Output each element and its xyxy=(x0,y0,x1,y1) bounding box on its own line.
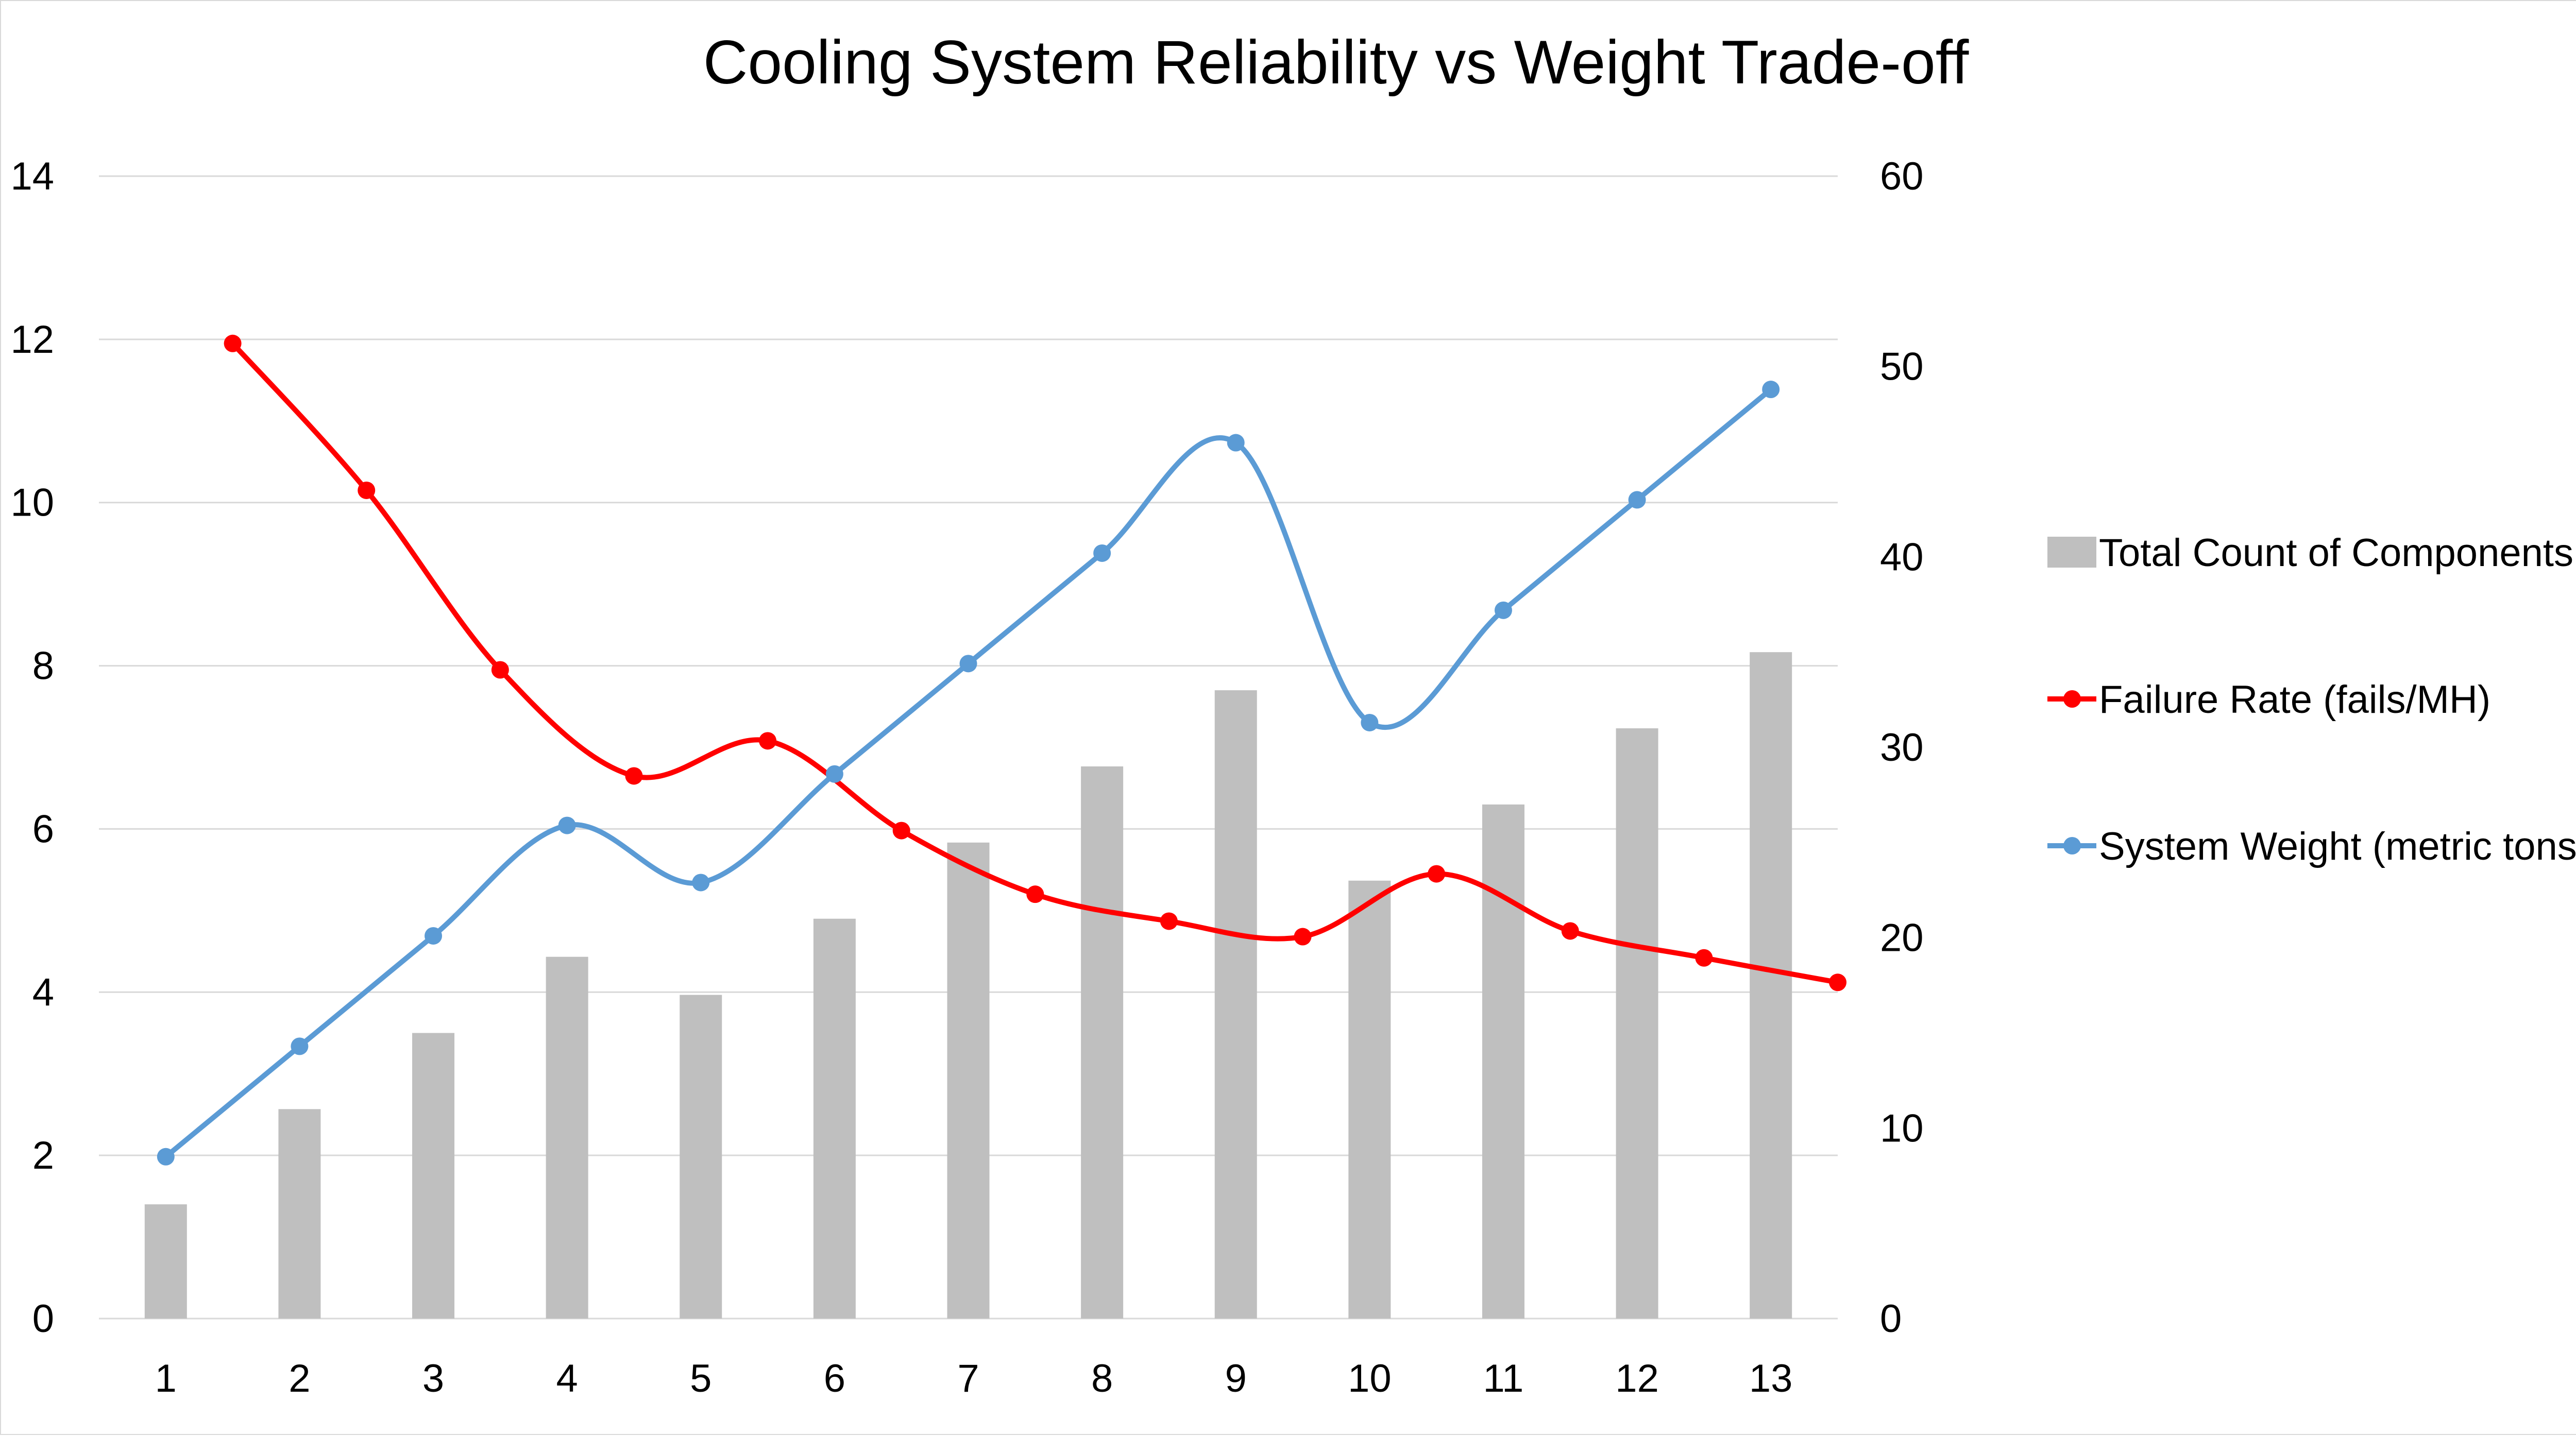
bar xyxy=(680,995,722,1319)
legend-swatch-marker xyxy=(2063,690,2081,708)
failure-rate-point xyxy=(1294,928,1312,946)
right-axis-tick-label: 40 xyxy=(1880,535,1924,579)
failure-rate-point xyxy=(491,661,509,679)
failure-rate-point xyxy=(625,767,643,785)
chart-title: Cooling System Reliability vs Weight Tra… xyxy=(703,28,1969,97)
system-weight-point xyxy=(157,1148,175,1166)
right-axis-tick-label: 10 xyxy=(1880,1106,1924,1150)
failure-rate-line xyxy=(230,341,1838,985)
left-axis-tick-label: 0 xyxy=(32,1297,54,1341)
right-axis-tick-label: 60 xyxy=(1880,155,1924,198)
bar xyxy=(546,956,588,1319)
x-axis-tick-label: 8 xyxy=(1091,1357,1113,1400)
x-axis-tick-label: 4 xyxy=(556,1357,578,1400)
left-axis-tick-label: 2 xyxy=(32,1134,54,1177)
system-weight-point xyxy=(1361,713,1379,731)
left-axis-tick-label: 12 xyxy=(10,318,54,362)
left-axis-tick-label: 14 xyxy=(10,155,54,198)
system-weight-point xyxy=(558,816,576,834)
bar xyxy=(1482,804,1524,1319)
bar xyxy=(1348,880,1391,1319)
failure-rate-point xyxy=(892,822,910,840)
right-axis-tick-label: 20 xyxy=(1880,916,1924,960)
system-weight-point xyxy=(291,1037,309,1055)
legend-label: Total Count of Components xyxy=(2099,531,2573,575)
x-axis-tick-label: 10 xyxy=(1348,1357,1392,1400)
x-axis-tick-label: 2 xyxy=(289,1357,310,1400)
system-weight-point xyxy=(425,927,443,945)
bar xyxy=(813,918,856,1319)
bar xyxy=(1750,652,1792,1319)
x-axis-tick-label: 9 xyxy=(1225,1357,1247,1400)
legend: Total Count of Components Failure Rate (f… xyxy=(2047,531,2576,868)
bar xyxy=(144,1204,187,1319)
system-weight-point xyxy=(1628,491,1646,509)
x-axis-tick-label: 3 xyxy=(422,1357,444,1400)
x-axis-tick-label: 12 xyxy=(1615,1357,1659,1400)
left-axis-tick-label: 6 xyxy=(32,807,54,851)
failure-rate-point xyxy=(1428,865,1446,883)
x-axis-tick-label: 6 xyxy=(824,1357,845,1400)
x-axis-tick-label: 1 xyxy=(155,1357,177,1400)
system-weight-point xyxy=(959,655,977,673)
legend-label: Failure Rate (fails/MH) xyxy=(2099,678,2490,722)
bar xyxy=(947,842,990,1319)
left-axis-tick-label: 4 xyxy=(32,970,54,1014)
legend-swatch-bar xyxy=(2047,537,2096,568)
bar xyxy=(278,1109,321,1319)
left-axis-tick-label: 10 xyxy=(10,481,54,525)
line-series xyxy=(157,334,1846,1166)
x-axis-tick-label: 11 xyxy=(1483,1357,1524,1400)
system-weight-point xyxy=(1093,544,1111,562)
legend-label: System Weight (metric tons) xyxy=(2099,825,2576,868)
x-axis-tick-label: 7 xyxy=(957,1357,979,1400)
system-weight-point xyxy=(825,765,843,783)
failure-rate-point xyxy=(759,732,777,750)
x-axis-tick-label: 13 xyxy=(1749,1357,1793,1400)
failure-rate-point xyxy=(358,481,376,499)
bar xyxy=(1214,690,1257,1319)
bar xyxy=(1081,766,1124,1319)
system-weight-point xyxy=(1762,381,1780,399)
bar xyxy=(412,1033,455,1319)
failure-rate-point xyxy=(224,334,242,352)
failure-rate-point xyxy=(1160,912,1178,930)
left-axis-tick-label: 8 xyxy=(32,644,54,688)
system-weight-point xyxy=(1227,434,1245,452)
system-weight-point xyxy=(692,874,710,892)
system-weight-point xyxy=(1494,601,1512,619)
failure-rate-point xyxy=(1026,885,1044,903)
right-axis-tick-label: 0 xyxy=(1880,1297,1902,1341)
legend-swatch-marker xyxy=(2063,837,2081,854)
right-axis-tick-label: 30 xyxy=(1880,726,1924,770)
bar-series xyxy=(144,652,1792,1319)
failure-rate-point xyxy=(1695,949,1713,967)
bar xyxy=(1616,728,1658,1319)
x-axis-tick-label: 5 xyxy=(690,1357,711,1400)
right-axis-tick-label: 50 xyxy=(1880,345,1924,389)
failure-rate-point xyxy=(1561,922,1579,940)
failure-rate-point xyxy=(1829,973,1846,991)
